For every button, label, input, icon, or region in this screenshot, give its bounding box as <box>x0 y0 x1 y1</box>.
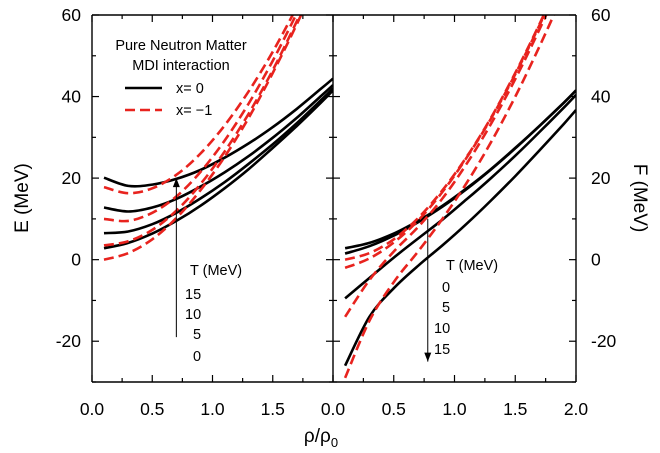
y-tick-label: 60 <box>62 5 82 25</box>
left-series-dashed-T0 <box>103 15 303 261</box>
left-series-dashed-T10 <box>103 15 298 223</box>
legend-entry-dashed: x= −1 <box>176 103 212 119</box>
right-series-solid-T10 <box>344 94 576 300</box>
y-tick-label: -20 <box>591 331 617 351</box>
arrow-head <box>424 352 432 362</box>
x-tick-label: 0.0 <box>80 399 105 419</box>
right-series-dashed-T5 <box>344 15 546 270</box>
y-tick-label: -20 <box>56 331 82 351</box>
y-tick-label: 40 <box>62 87 82 107</box>
right-annotation-title: T (MeV) <box>446 258 498 274</box>
right-series-solid-T0 <box>344 89 576 250</box>
left-panel-series <box>103 15 333 261</box>
y-tick-label: 20 <box>591 168 611 188</box>
legend-entry-solid: x= 0 <box>176 81 204 97</box>
left-annotation-value-4: 0 <box>193 349 201 365</box>
left-series-solid-T0 <box>103 89 333 250</box>
x-tick-label: 1.5 <box>261 399 285 419</box>
x-tick-label: 0.5 <box>140 399 164 419</box>
right-annotation-value-2: 5 <box>442 300 450 316</box>
right-panel-series <box>343 15 576 379</box>
left-series-dashed-T5 <box>103 15 302 247</box>
y-tick-label: 0 <box>591 250 601 270</box>
right-series-dashed-T15 <box>343 15 556 379</box>
left-annotation-value-2: 10 <box>185 307 201 323</box>
right-y-axis-label: F (MeV) <box>629 164 650 233</box>
x-axis-label-subscript: 0 <box>331 435 338 450</box>
left-annotation-value-1: 15 <box>185 287 201 303</box>
x-axis-label-main: ρ/ρ <box>304 426 331 447</box>
left-series-dashed-T15 <box>103 15 295 195</box>
left-series-solid-T15 <box>103 77 333 188</box>
legend-title-line-2: MDI interaction <box>132 58 230 74</box>
right-down-arrow <box>424 218 432 362</box>
left-up-arrow <box>172 178 180 338</box>
right-temperature-annotation: T (MeV) 0 5 10 15 <box>424 218 498 362</box>
right-series-solid-T5 <box>344 89 576 255</box>
x-tick-label: 0.5 <box>382 399 406 419</box>
x-tick-label: 0.0 <box>321 399 346 419</box>
right-annotation-value-1: 0 <box>442 280 450 296</box>
right-series-dashed-T0 <box>344 15 546 261</box>
right-annotation-value-4: 15 <box>434 342 450 358</box>
right-series-solid-T15 <box>343 109 576 367</box>
right-series-dashed-T10 <box>344 15 548 318</box>
left-series-solid-T10 <box>103 84 333 213</box>
arrow-head <box>172 178 180 188</box>
y-tick-label: 20 <box>62 168 82 188</box>
legend: Pure Neutron Matter MDI interaction x= 0… <box>115 38 247 119</box>
left-annotation-title: T (MeV) <box>190 263 242 279</box>
y-tick-label: 40 <box>591 87 611 107</box>
right-annotation-value-3: 10 <box>434 321 450 337</box>
x-tick-label: 1.0 <box>200 399 225 419</box>
left-series-solid-T5 <box>103 87 333 235</box>
y-tick-label: 60 <box>591 5 611 25</box>
x-tick-label: 2.0 <box>564 399 589 419</box>
left-y-axis-label: E (MeV) <box>12 163 33 233</box>
x-tick-label: 1.5 <box>503 399 527 419</box>
x-tick-label: 1.0 <box>442 399 467 419</box>
y-tick-label: 0 <box>71 250 81 270</box>
legend-title-line-1: Pure Neutron Matter <box>115 38 247 54</box>
axis-ticks: 60 40 20 0 -20 60 40 20 0 -20 0.0 0.5 1.0 1.5 0.0 0.5 1.… <box>56 5 617 419</box>
x-axis-label: ρ/ρ0 <box>304 426 338 450</box>
left-temperature-annotation: T (MeV) 15 10 5 0 <box>172 178 242 365</box>
left-annotation-value-3: 5 <box>193 327 201 343</box>
